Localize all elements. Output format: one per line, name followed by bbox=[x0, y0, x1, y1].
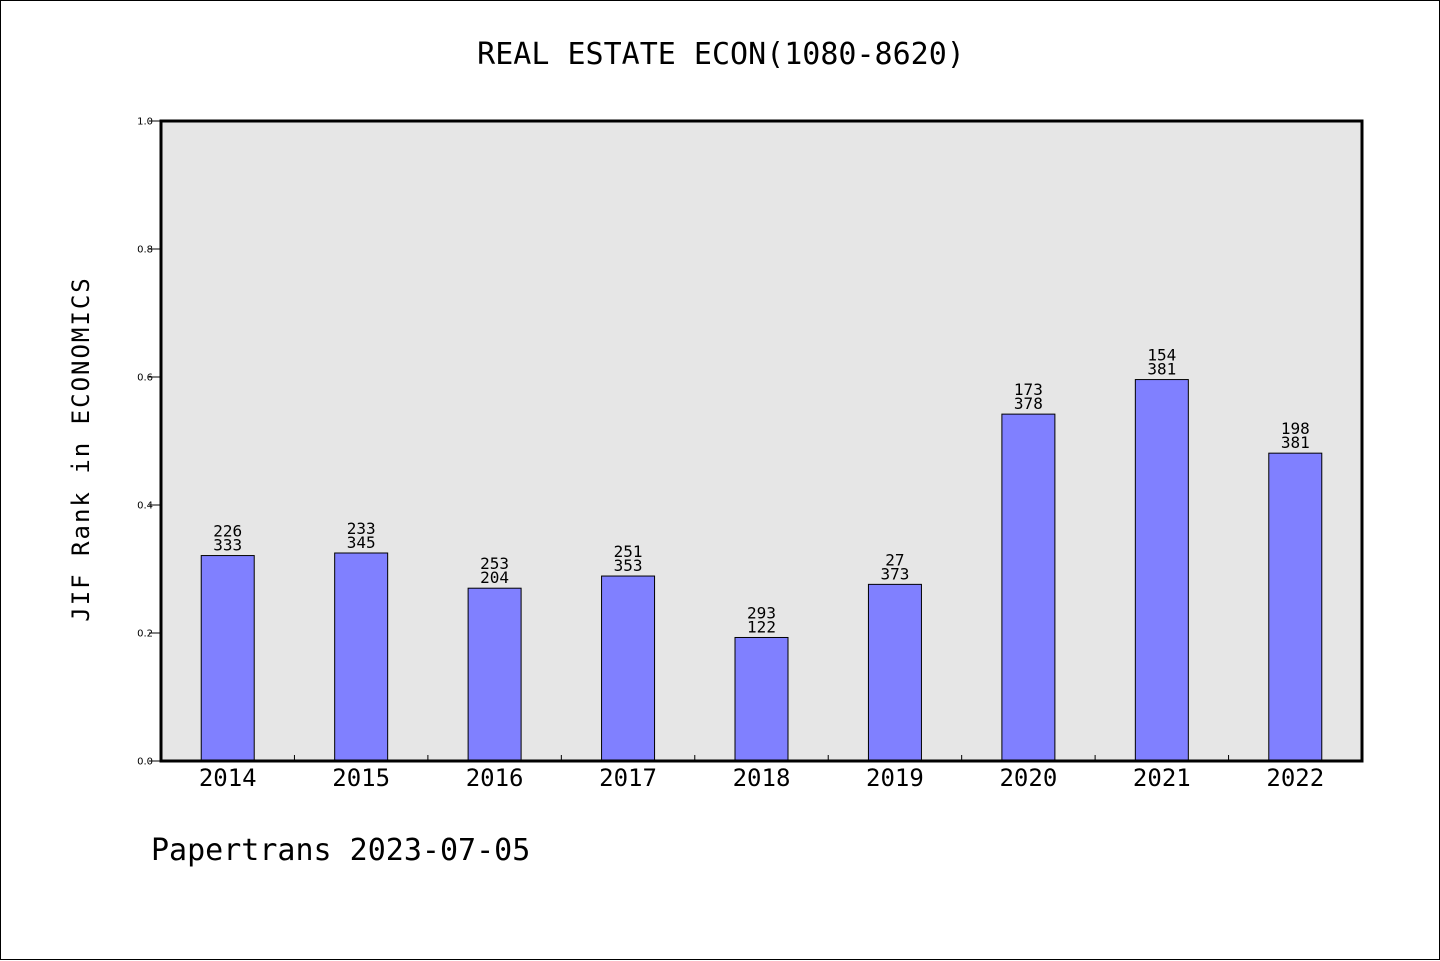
bar bbox=[467, 587, 522, 762]
bar-rank-label: 253 bbox=[480, 554, 509, 573]
bar-rank-label: 226 bbox=[213, 522, 242, 541]
bar bbox=[1134, 379, 1189, 762]
bar-total-label: 333 bbox=[213, 536, 242, 555]
x-tick-label: 2019 bbox=[866, 764, 924, 792]
bar bbox=[734, 636, 789, 762]
bar bbox=[334, 552, 389, 762]
bar bbox=[601, 575, 656, 762]
bar-rank-label: 251 bbox=[614, 542, 643, 561]
footer-credit: Papertrans 2023-07-05 bbox=[151, 833, 531, 868]
y-tick-label: 0.0 bbox=[137, 757, 153, 768]
bar-total-label: 373 bbox=[880, 564, 909, 583]
x-tick-label: 2021 bbox=[1133, 764, 1191, 792]
y-tick-label: 0.6 bbox=[137, 373, 153, 384]
x-tick-label: 2015 bbox=[332, 764, 390, 792]
plot-border bbox=[159, 119, 1364, 763]
x-tick-label: 2018 bbox=[733, 764, 791, 792]
x-tick-label: 2022 bbox=[1266, 764, 1324, 792]
bar-rank-label: 154 bbox=[1147, 346, 1176, 365]
bar-total-label: 204 bbox=[480, 568, 509, 587]
bar-total-label: 381 bbox=[1147, 360, 1176, 379]
bar-total-label: 378 bbox=[1014, 394, 1043, 413]
bar bbox=[867, 583, 922, 762]
bar-total-label: 381 bbox=[1281, 433, 1310, 452]
bar bbox=[200, 555, 255, 762]
bar-rank-label: 293 bbox=[747, 603, 776, 622]
x-tick-label: 2017 bbox=[599, 764, 657, 792]
bar-total-label: 345 bbox=[347, 533, 376, 552]
bar bbox=[1268, 452, 1323, 762]
x-tick-label: 2014 bbox=[199, 764, 257, 792]
y-tick-label: 0.4 bbox=[137, 501, 153, 512]
chart-title: REAL ESTATE ECON(1080-8620) bbox=[477, 37, 965, 72]
x-tick-label: 2020 bbox=[999, 764, 1057, 792]
bar-total-label: 353 bbox=[614, 556, 643, 575]
bar-rank-label: 233 bbox=[347, 519, 376, 538]
bar-rank-label: 198 bbox=[1281, 419, 1310, 438]
bar-rank-label: 27 bbox=[885, 550, 904, 569]
y-tick-label: 1.0 bbox=[137, 117, 153, 128]
bar-total-label: 122 bbox=[747, 617, 776, 636]
bar-rank-label: 173 bbox=[1014, 380, 1043, 399]
bar bbox=[1001, 413, 1056, 762]
y-tick-label: 0.8 bbox=[137, 245, 153, 256]
y-tick-label: 0.2 bbox=[137, 629, 153, 640]
x-tick-label: 2016 bbox=[466, 764, 524, 792]
